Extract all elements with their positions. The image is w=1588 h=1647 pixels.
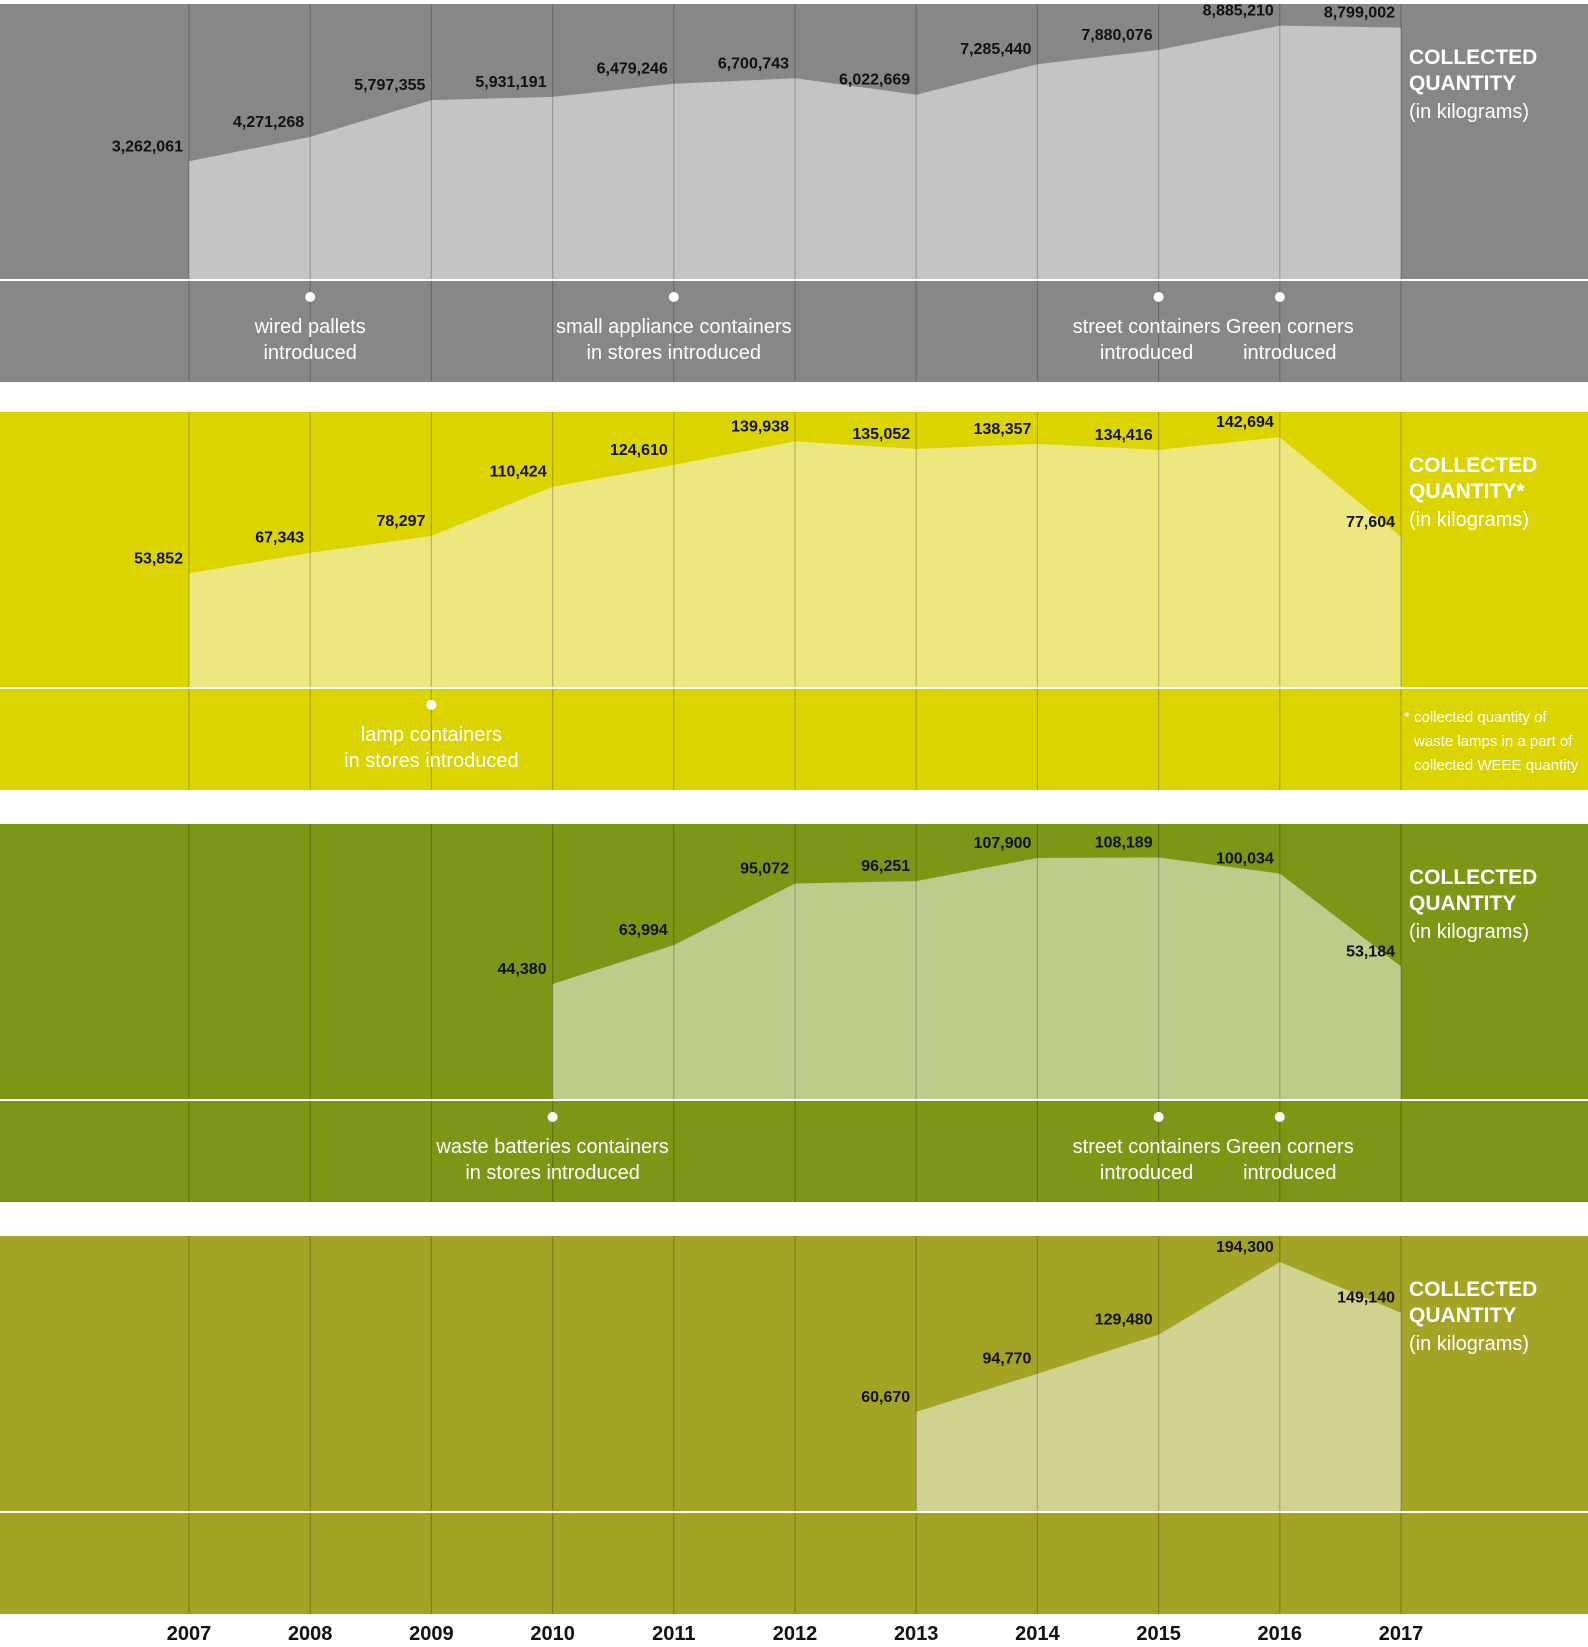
- x-tick-label-2015: 2015: [1136, 1623, 1181, 1645]
- x-tick-label-2016: 2016: [1258, 1623, 1303, 1645]
- chart-unit: (in kilograms): [1409, 1333, 1529, 1355]
- x-tick-label-2011: 2011: [652, 1623, 695, 1645]
- data-label: 149,140: [1337, 1290, 1395, 1307]
- x-tick-label-2017: 2017: [1379, 1623, 1424, 1645]
- data-label: 100,034: [1216, 851, 1274, 868]
- milestone-label: in stores introduced: [587, 342, 762, 364]
- chart-title-line-2: QUANTITY: [1409, 72, 1516, 95]
- data-label: 53,184: [1346, 944, 1395, 961]
- data-label: 6,700,743: [718, 55, 789, 72]
- milestone-dot: [305, 292, 316, 302]
- milestone-dot: [1153, 1112, 1164, 1122]
- milestone-label: introduced: [1243, 1162, 1336, 1184]
- chart-unit: (in kilograms): [1409, 101, 1529, 123]
- milestone-label: street containers: [1073, 1136, 1221, 1158]
- data-label: 77,604: [1346, 514, 1395, 531]
- milestone-label: lamp containers: [361, 724, 502, 746]
- data-label: 78,297: [376, 513, 425, 530]
- milestone-dot: [668, 292, 679, 302]
- data-label: 135,052: [852, 426, 910, 443]
- data-label: 142,694: [1216, 414, 1274, 431]
- data-label: 194,300: [1216, 1239, 1274, 1256]
- data-label: 7,880,076: [1081, 27, 1152, 44]
- x-tick-label-2007: 2007: [167, 1623, 212, 1645]
- data-label: 8,885,210: [1203, 3, 1274, 20]
- chart-title-line-1: COLLECTED: [1409, 866, 1537, 889]
- chart-unit: (in kilograms): [1409, 921, 1529, 943]
- milestone-label: introduced: [1100, 342, 1193, 364]
- chart-title-line-1: COLLECTED: [1409, 46, 1537, 69]
- chart-title-line-1: COLLECTED: [1409, 454, 1537, 477]
- chart-title-line-2: QUANTITY: [1409, 892, 1516, 915]
- data-label: 7,285,440: [960, 41, 1031, 58]
- chart-title-line-1: COLLECTED: [1409, 1278, 1537, 1301]
- data-label: 5,931,191: [475, 74, 546, 91]
- area-series: [916, 1262, 1401, 1512]
- milestone-dot: [547, 1112, 558, 1122]
- area-series: [189, 437, 1401, 688]
- data-label: 8,799,002: [1324, 5, 1395, 22]
- data-label: 110,424: [490, 464, 547, 481]
- data-label: 95,072: [740, 860, 789, 877]
- data-label: 4,271,268: [233, 114, 304, 131]
- milestone-label: introduced: [1100, 1162, 1193, 1184]
- data-label: 6,022,669: [839, 72, 910, 89]
- data-label: 5,797,355: [354, 77, 425, 94]
- x-tick-label-2010: 2010: [530, 1623, 575, 1645]
- x-tick-label-2014: 2014: [1015, 1623, 1060, 1645]
- x-tick-label-2012: 2012: [773, 1623, 818, 1645]
- data-label: 124,610: [610, 442, 668, 459]
- chart-panel-4: 60,670 94,770 129,480 194,300 149,140 COLLECT…: [0, 1236, 1588, 1614]
- milestone-label: small appliance containers: [556, 316, 792, 338]
- x-tick-label-2009: 2009: [409, 1623, 454, 1645]
- milestone-label: in stores introduced: [465, 1162, 640, 1184]
- milestone-label: in stores introduced: [344, 750, 519, 772]
- chart-unit: (in kilograms): [1409, 509, 1529, 531]
- data-label: 63,994: [619, 922, 668, 939]
- area-series: [189, 25, 1401, 280]
- data-label: 53,852: [134, 550, 183, 567]
- milestone-label: introduced: [1243, 342, 1336, 364]
- area-series: [552, 857, 1401, 1100]
- milestone-label: introduced: [263, 342, 356, 364]
- milestone-dot: [1153, 292, 1164, 302]
- data-label: 138,357: [974, 421, 1032, 438]
- x-tick-label-2013: 2013: [894, 1623, 939, 1645]
- data-label: 3,262,061: [112, 138, 183, 155]
- chart-title-line-2: QUANTITY: [1409, 1304, 1516, 1327]
- data-label: 139,938: [731, 418, 789, 435]
- milestone-dot: [426, 700, 437, 710]
- footnote-line: collected WEEE quantity: [1414, 757, 1579, 774]
- data-label: 134,416: [1095, 427, 1153, 444]
- data-label: 6,479,246: [597, 61, 668, 78]
- footnote-line: * collected quantity of: [1404, 709, 1547, 726]
- data-label: 107,900: [974, 835, 1032, 852]
- chart-panel-3: 44,380 63,994 95,072 96,251 107,900 108,189 10…: [0, 824, 1588, 1202]
- chart-panel-2: 53,852 67,343 78,297 110,424 124,610 139,938 1…: [0, 412, 1588, 790]
- milestone-dot: [1274, 292, 1285, 302]
- footnote-line: waste lamps in a part of: [1413, 733, 1573, 750]
- data-label: 108,189: [1095, 834, 1153, 851]
- data-label: 129,480: [1095, 1312, 1153, 1329]
- data-label: 67,343: [255, 530, 304, 547]
- milestone-label: street containers: [1073, 316, 1221, 338]
- data-label: 60,670: [861, 1389, 910, 1406]
- data-label: 96,251: [861, 858, 910, 875]
- milestone-label: Green corners: [1226, 1136, 1354, 1158]
- data-label: 44,380: [498, 961, 547, 978]
- milestone-label: Green corners: [1226, 316, 1354, 338]
- chart-title-line-2: QUANTITY*: [1409, 480, 1525, 503]
- chart-panel-1: 3,262,061 4,271,268 5,797,355 5,931,191 6,47…: [0, 3, 1588, 382]
- data-label: 94,770: [982, 1351, 1031, 1368]
- x-tick-label-2008: 2008: [288, 1623, 333, 1645]
- milestone-label: waste batteries containers: [435, 1136, 668, 1158]
- milestone-label: wired pallets: [254, 316, 366, 338]
- milestone-dot: [1274, 1112, 1285, 1122]
